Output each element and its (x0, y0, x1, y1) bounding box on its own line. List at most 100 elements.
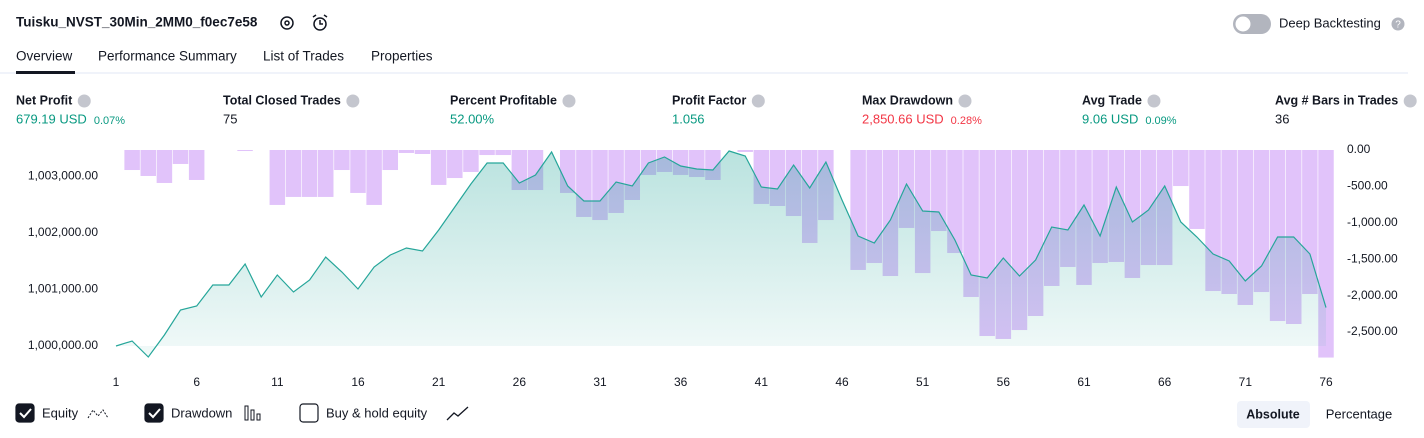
tab-divider (0, 72, 1408, 74)
drawdown-bar (1189, 150, 1205, 229)
drawdown-bar (366, 150, 382, 205)
equity-line (115, 150, 1327, 358)
x-tick-label: 11 (271, 375, 284, 389)
y-tick-label: 1,003,000.00 (28, 169, 98, 183)
x-tick-label: 51 (916, 375, 930, 389)
drawdown-bar (301, 150, 318, 197)
settings-icon[interactable] (280, 16, 294, 30)
metric-value: 36 (1275, 111, 1289, 126)
metric-label: Total Closed Trades (223, 93, 341, 107)
drawdown-bar (172, 150, 189, 164)
drawdown-bar (317, 150, 334, 197)
toggle-label: Deep Backtesting (1279, 15, 1381, 30)
metric-value: 9.06 USD (1082, 111, 1138, 126)
checkbox[interactable] (15, 403, 35, 423)
equity-area (116, 151, 1326, 357)
drawdown-bar (479, 150, 495, 156)
help-icon[interactable]: ? (1391, 17, 1405, 31)
drawdown-bar (350, 150, 366, 193)
view-button[interactable]: Absolute (1246, 407, 1300, 421)
y2-tick-label: -2,500.00 (1347, 324, 1398, 338)
y2-tick-label: -1,000.00 (1347, 215, 1398, 229)
tab[interactable]: List of Trades (263, 49, 344, 64)
drawdown-bar (463, 150, 479, 172)
drawdown-bar (156, 150, 173, 183)
deep-backtesting-toggle[interactable] (1233, 14, 1271, 34)
active-tab-indicator (16, 71, 75, 74)
info-icon[interactable] (958, 94, 972, 108)
y2-tick-label: -2,000.00 (1347, 288, 1398, 302)
info-icon[interactable] (562, 94, 576, 108)
y2-tick-label: -1,500.00 (1347, 251, 1398, 265)
drawdown-icon (244, 405, 261, 421)
drawdown-bar (398, 150, 415, 153)
metric-value: 75 (223, 111, 237, 126)
equity-icon (87, 409, 109, 419)
info-icon[interactable] (1147, 94, 1161, 108)
drawdown-bar (1173, 150, 1189, 187)
view-button-active[interactable] (1237, 401, 1310, 428)
drawdown-bar (382, 150, 399, 171)
drawdown-bar (737, 150, 753, 152)
x-tick-label: 56 (997, 375, 1011, 389)
check-mark (19, 408, 32, 419)
drawdown-bar (430, 150, 447, 185)
metric-value: 52.00% (450, 111, 495, 126)
info-icon[interactable] (346, 94, 360, 108)
drawdown-bar (124, 150, 140, 171)
drawdown-bar (947, 150, 963, 254)
x-tick-label: 21 (432, 375, 446, 389)
check-mark (148, 408, 161, 419)
x-tick-label: 36 (674, 375, 688, 389)
info-icon[interactable] (1403, 94, 1417, 108)
x-tick-label: 46 (835, 375, 849, 389)
metric-change: 0.07% (94, 115, 125, 127)
x-tick-label: 1 (113, 375, 120, 389)
tab[interactable]: Overview (16, 49, 73, 64)
checkbox[interactable] (144, 403, 164, 423)
y2-tick-label: 0.00 (1347, 142, 1371, 156)
y-tick-label: 1,001,000.00 (28, 282, 98, 296)
drawdown-bar (447, 150, 463, 179)
metric-value: 2,850.66 USD (862, 111, 944, 126)
x-tick-label: 6 (193, 375, 200, 389)
metric-label: Net Profit (16, 93, 73, 107)
x-tick-label: 66 (1158, 375, 1172, 389)
drawdown-bar (1221, 150, 1237, 294)
metric-label: Avg Trade (1082, 93, 1142, 107)
drawdown-bar (237, 150, 253, 152)
drawdown-bar (414, 150, 431, 155)
buy-hold-icon (446, 406, 469, 421)
x-tick-label: 41 (755, 375, 769, 389)
x-tick-label: 26 (513, 375, 527, 389)
view-button[interactable]: Percentage (1326, 406, 1393, 421)
info-icon[interactable] (751, 94, 765, 108)
metric-value: 679.19 USD (16, 111, 87, 126)
legend-label: Drawdown (171, 405, 232, 420)
checkbox[interactable] (299, 403, 319, 423)
legend-label: Equity (42, 405, 79, 420)
x-tick-label: 76 (1319, 375, 1333, 389)
y-tick-label: 1,000,000.00 (28, 338, 98, 352)
drawdown-bar (963, 150, 979, 297)
drawdown-bar (140, 150, 157, 176)
tab[interactable]: Properties (371, 49, 433, 64)
metric-change: 0.28% (951, 115, 982, 127)
drawdown-bar (931, 150, 947, 232)
x-tick-label: 61 (1077, 375, 1091, 389)
tab[interactable]: Performance Summary (98, 49, 237, 64)
x-tick-label: 71 (1239, 375, 1253, 389)
strategy-title: Tuisku_NVST_30Min_2MM0_f0ec7e58 (16, 15, 258, 30)
drawdown-bar (269, 150, 286, 205)
x-tick-label: 31 (593, 375, 607, 389)
metric-label: Avg # Bars in Trades (1275, 93, 1398, 107)
info-icon[interactable] (77, 94, 91, 108)
metric-label: Percent Profitable (450, 93, 557, 107)
legend-label: Buy & hold equity (326, 405, 428, 420)
drawdown-bar (1237, 150, 1254, 305)
x-tick-label: 16 (351, 375, 365, 389)
drawdown-bar (495, 150, 511, 156)
alert-icon[interactable] (312, 14, 328, 31)
metric-label: Max Drawdown (862, 93, 953, 107)
